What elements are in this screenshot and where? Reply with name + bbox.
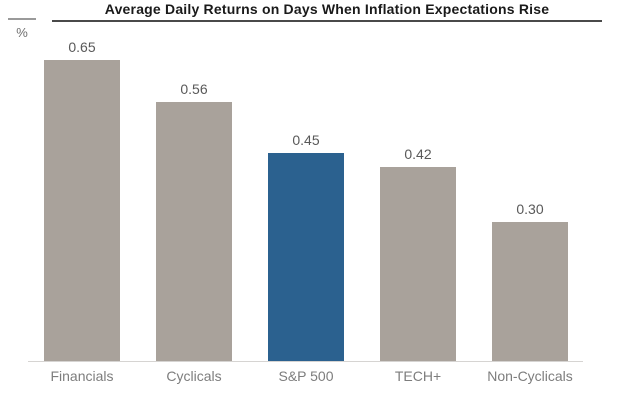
- y-axis-unit-label: %: [16, 25, 28, 40]
- bar: [380, 167, 456, 361]
- bar-value-label: 0.45: [292, 132, 320, 148]
- bar: [492, 222, 568, 361]
- plot-area: 0.65 0.56 0.45 0.42 0.30: [28, 40, 583, 362]
- bar: [44, 60, 120, 361]
- bar-item: 0.30: [492, 202, 568, 361]
- bar-item: 0.45: [268, 133, 344, 361]
- bar-item: 0.42: [380, 147, 456, 361]
- bar-item: 0.56: [156, 82, 232, 361]
- bar: [156, 102, 232, 361]
- chart-title-block: Average Daily Returns on Days When Infla…: [52, 1, 602, 22]
- bar: [268, 153, 344, 361]
- category-label: S&P 500: [278, 368, 334, 384]
- category-label: Cyclicals: [166, 368, 222, 384]
- bar-value-label: 0.56: [180, 81, 208, 97]
- category-label: Non-Cyclicals: [487, 368, 573, 384]
- y-axis-unit-block: %: [8, 18, 36, 40]
- bar-value-label: 0.42: [404, 146, 432, 162]
- bar-item: 0.65: [44, 40, 120, 361]
- category-label: Financials: [50, 368, 114, 384]
- y-axis-tick-line: [8, 18, 36, 20]
- category-labels-row: Financials Cyclicals S&P 500 TECH+ Non-Cycli…: [28, 368, 583, 384]
- category-label: TECH+: [394, 368, 442, 384]
- bar-value-label: 0.65: [68, 39, 96, 55]
- chart-title: Average Daily Returns on Days When Infla…: [104, 1, 550, 17]
- bar-value-label: 0.30: [516, 201, 544, 217]
